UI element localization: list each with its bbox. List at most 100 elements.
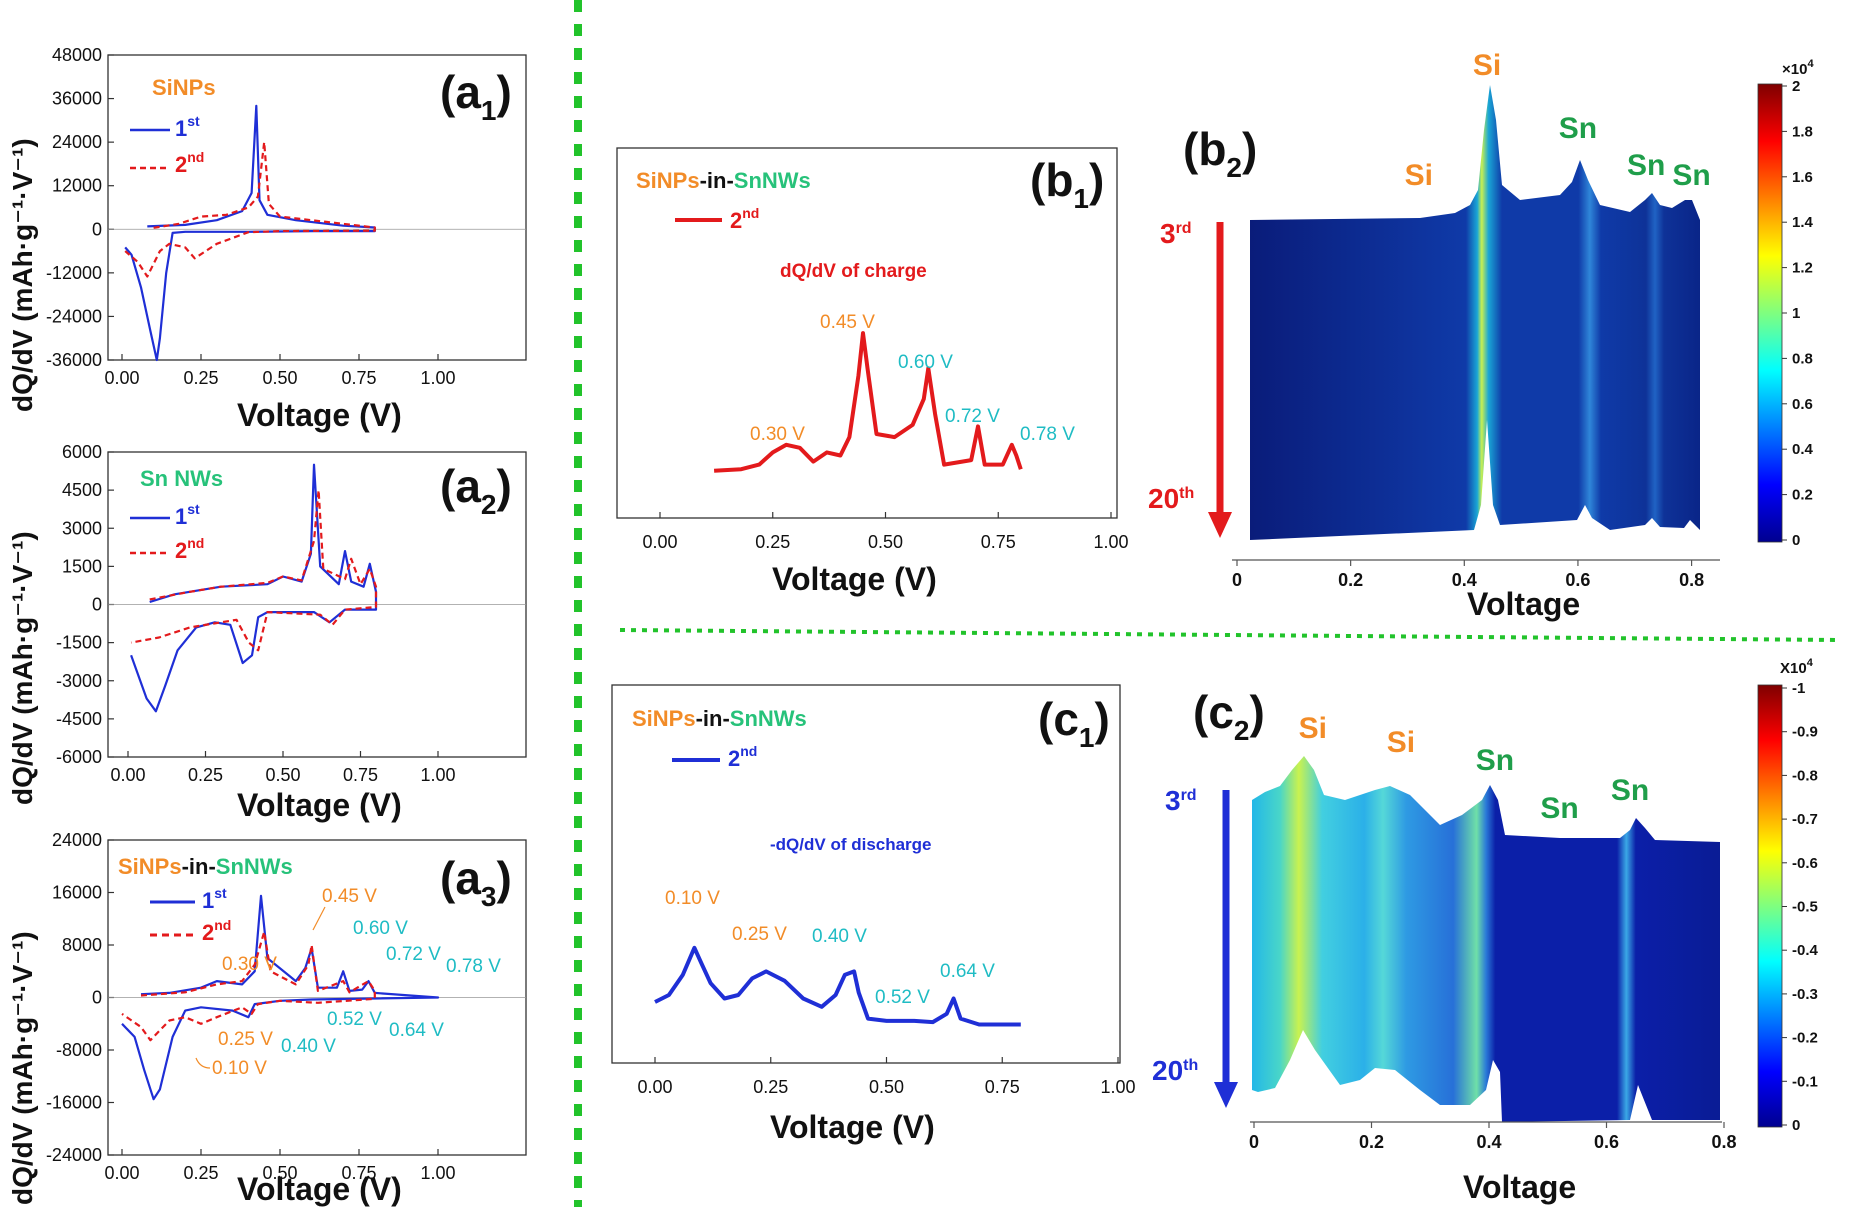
- b2-cycle-top: 3rd: [1160, 218, 1192, 249]
- b1-ann-072: 0.72 V: [945, 406, 1000, 427]
- b1-panel-open: (b: [1030, 154, 1073, 206]
- b2-cb-tick-label-1: 1.8: [1792, 123, 1813, 140]
- a2-panel-close: ): [496, 460, 511, 512]
- c2-colorbar-multiplier: X104: [1780, 657, 1814, 677]
- a1-legend-2-sup: nd: [187, 149, 204, 165]
- c2-cycle-arrowhead: [1214, 1082, 1238, 1108]
- c1-panel-sub: 1: [1079, 722, 1095, 753]
- c2-cycle-bottom-sup: th: [1183, 1057, 1198, 1074]
- b2-cb-tick-label-9: 0.2: [1792, 487, 1813, 504]
- a1-series-0-line: [124, 104, 376, 362]
- a2-xtick-label-3: 0.75: [343, 765, 378, 785]
- a2-ytick-label-5: 1500: [62, 556, 102, 576]
- a1-ytick-label-5: 24000: [52, 132, 102, 152]
- a2-xtick-label-1: 0.25: [188, 765, 223, 785]
- c2-cycle-top-sup: rd: [1181, 787, 1197, 804]
- c2-colorbar-ticks: -1 -0.9 -0.8 -0.7 -0.6 -0.5 -0.4 -0.3 -0.2 -0.1 0: [1782, 680, 1819, 1134]
- panel-b1: 0.00 0.25 0.50 0.75 1.00 Voltage (V) (b1) Si…: [616, 147, 1129, 597]
- a2-ytick-label-4: 0: [92, 595, 102, 615]
- b1-series-0-line: [713, 331, 1023, 473]
- a3-legend-2: 2nd: [202, 917, 231, 945]
- a3-ytick-label-1: -16000: [46, 1093, 102, 1113]
- a1-xtick-label-0: 0.00: [104, 368, 139, 388]
- a2-xtick-label-0: 0.00: [110, 765, 145, 785]
- b1-legend-sup: nd: [742, 205, 759, 221]
- c2-peak-labels: Si Si Sn Sn Sn: [1299, 712, 1650, 825]
- a3-xtick-label-3: 0.75: [341, 1163, 376, 1183]
- a1-panel-close: ): [496, 66, 511, 118]
- c2-cycle-bottom: 20th: [1152, 1055, 1198, 1086]
- c2-cb-tick-label-5: -0.5: [1792, 899, 1818, 916]
- a2-xtick-label-2: 0.50: [265, 765, 300, 785]
- b2-cb-tick-label-2: 1.6: [1792, 169, 1813, 186]
- a2-ylabel: dQ/dV (mAh·g⁻¹·V⁻¹): [7, 531, 38, 805]
- a3-series-0-line: [121, 894, 440, 1101]
- c2-panel-open: (c: [1193, 686, 1234, 738]
- a2-series: [130, 463, 378, 713]
- b1-xtick-label-3: 0.75: [981, 532, 1016, 552]
- a3-legend-1-num: 1: [202, 888, 214, 913]
- panel-a1: -36000-24000-12000012000240003600048000 …: [7, 45, 527, 433]
- a3-ann-010-leader: [195, 1057, 211, 1069]
- a1-ytick-label-3: 0: [92, 219, 102, 239]
- c1-ann-025: 0.25 V: [732, 924, 787, 945]
- c1-xtick-label-0: 0.00: [637, 1077, 672, 1097]
- a2-ytick-label-3: -1500: [56, 633, 102, 653]
- b2-peak-label-4: Sn: [1672, 159, 1710, 192]
- c1-xtick-label-4: 1.00: [1100, 1077, 1135, 1097]
- b2-cycle-arrowhead: [1208, 512, 1232, 538]
- a2-legend-1: 1st: [175, 501, 200, 529]
- b2-cycle-top-sup: rd: [1176, 220, 1192, 237]
- a1-panel-open: (a: [440, 66, 481, 118]
- b1-sample-c: SnNWs: [734, 168, 811, 193]
- b2-xtick-label-2: 0.4: [1452, 570, 1477, 590]
- a1-ytick-label-1: -24000: [46, 306, 102, 326]
- c1-ann-040: 0.40 V: [812, 926, 867, 947]
- a1-legend-1-sup: st: [187, 113, 200, 129]
- panel-c2: (c2) 0 0.2 0.4 0.6 0.8 Voltage 3rd 20th Si Si…: [1152, 657, 1819, 1205]
- a3-sample-a: SiNPs: [118, 854, 182, 879]
- a2-panel-open: (a: [440, 460, 481, 512]
- a1-frame: [107, 54, 527, 361]
- b2-peak-label-1: Si: [1473, 49, 1501, 82]
- a1-ytick-label-2: -12000: [46, 263, 102, 283]
- b2-cb-tick-label-7: 0.6: [1792, 396, 1813, 413]
- c1-x-ticks: 0.00 0.25 0.50 0.75 1.00: [637, 1057, 1136, 1097]
- a3-ylabel: dQ/dV (mAh·g⁻¹·V⁻¹): [7, 931, 38, 1205]
- b1-sample-a: SiNPs: [636, 168, 700, 193]
- a2-ytick-label-8: 6000: [62, 442, 102, 462]
- a3-ytick-label-5: 16000: [52, 883, 102, 903]
- b1-legend-num: 2: [730, 208, 742, 233]
- b1-ann-078: 0.78 V: [1020, 424, 1075, 445]
- b1-xlabel: Voltage (V): [772, 561, 937, 597]
- a3-xtick-label-2: 0.50: [262, 1163, 297, 1183]
- c2-cycle-top-num: 3: [1165, 785, 1181, 816]
- a3-ytick-label-4: 8000: [62, 935, 102, 955]
- a3-ann-078: 0.78 V: [446, 956, 501, 977]
- b1-series: [713, 331, 1023, 473]
- c2-x-ticks: 0 0.2 0.4 0.6 0.8: [1249, 1122, 1737, 1152]
- a1-legend-1-num: 1: [175, 116, 187, 141]
- a3-legend-1: 1st: [202, 885, 227, 913]
- a1-legend-1: 1st: [175, 113, 200, 141]
- a3-panel-open: (a: [440, 852, 481, 904]
- a2-series-0-line: [130, 463, 378, 713]
- b2-panel-label: (b2): [1183, 123, 1257, 183]
- a2-xlabel: Voltage (V): [237, 787, 402, 823]
- c1-xlabel: Voltage (V): [770, 1109, 935, 1145]
- a1-panel-sub: 1: [481, 95, 497, 126]
- c1-ann-052: 0.52 V: [875, 987, 930, 1008]
- c2-cb-tick-label-2: -0.8: [1792, 767, 1818, 784]
- a3-panel-label: (a3): [440, 852, 512, 912]
- a3-series-1-line: [121, 930, 376, 1042]
- a3-xtick-label-1: 0.25: [183, 1163, 218, 1183]
- a2-ytick-label-1: -4500: [56, 709, 102, 729]
- a3-ann-045: 0.45 V: [322, 886, 377, 907]
- c2-peak-label-1: Si: [1387, 726, 1415, 759]
- b2-cb-tick-label-4: 1.2: [1792, 260, 1813, 277]
- c2-cb-mult-exp: 4: [1807, 657, 1814, 669]
- a2-legend-1-num: 1: [175, 504, 187, 529]
- a3-ann-030: 0.30 V: [222, 954, 277, 975]
